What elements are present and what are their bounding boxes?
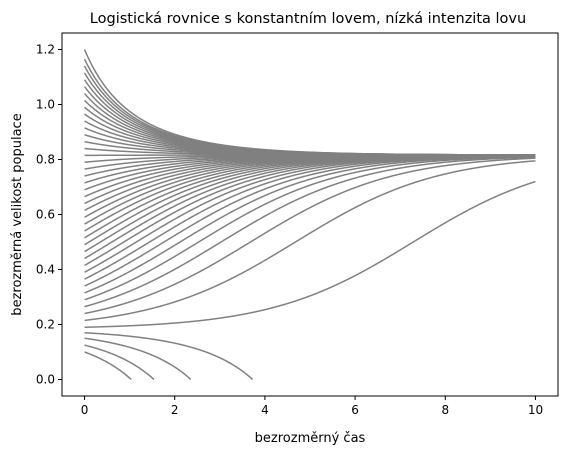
x-tick-label: 6 xyxy=(351,403,359,417)
series-line-44 xyxy=(83,49,536,156)
series-line-3 xyxy=(84,332,254,381)
series-line-7 xyxy=(84,156,536,308)
curves-group xyxy=(83,49,536,381)
y-tick-label: 0.6 xyxy=(36,208,55,222)
y-tick-label: 0.8 xyxy=(36,153,55,167)
x-axis-ticks: 0 2 4 6 8 10 xyxy=(81,396,543,417)
x-tick-label: 10 xyxy=(528,403,543,417)
x-tick-label: 4 xyxy=(261,403,269,417)
series-line-4 xyxy=(84,180,536,328)
series-line-35 xyxy=(84,113,536,156)
x-tick-label: 8 xyxy=(441,403,449,417)
series-line-2 xyxy=(84,337,192,381)
x-axis-label: bezrozměrný čas xyxy=(255,431,366,446)
series-line-10 xyxy=(84,155,536,287)
y-tick-label: 0.2 xyxy=(36,318,55,332)
x-tick-label: 0 xyxy=(81,403,89,417)
y-tick-label: 1.2 xyxy=(36,43,55,57)
series-line-5 xyxy=(84,160,536,322)
series-line-6 xyxy=(84,157,536,315)
series-line-1 xyxy=(84,344,155,381)
y-tick-label: 1.0 xyxy=(36,98,55,112)
series-line-0 xyxy=(84,351,132,381)
y-axis-ticks: 0.0 0.2 0.4 0.6 0.8 1.0 1.2 xyxy=(36,43,62,387)
y-tick-label: 0.0 xyxy=(36,373,55,387)
y-axis-label: bezrozměrná velikost populace xyxy=(10,113,25,315)
series-line-8 xyxy=(84,155,536,301)
chart-title: Logistická rovnice s konstantním lovem, … xyxy=(90,11,526,27)
x-tick-label: 2 xyxy=(171,403,179,417)
y-tick-label: 0.4 xyxy=(36,263,55,277)
